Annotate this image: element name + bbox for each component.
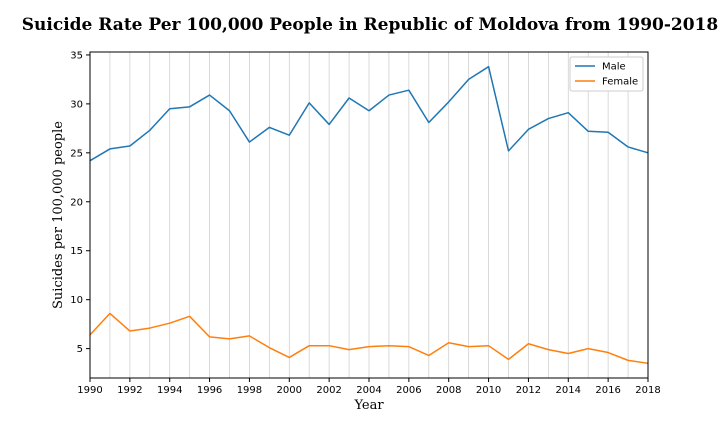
y-tick-label: 5	[77, 344, 83, 355]
x-tick-label: 2008	[436, 385, 461, 396]
y-tick-label: 35	[70, 50, 83, 61]
x-tick-label: 2012	[516, 385, 541, 396]
x-tick-label: 2004	[356, 385, 381, 396]
series-line-female	[89, 312, 649, 365]
series-line-male	[89, 65, 649, 162]
x-tick-label: 2002	[316, 385, 341, 396]
x-tick-label: 2010	[476, 385, 501, 396]
chart-title: Suicide Rate Per 100,000 People in Repub…	[21, 15, 719, 35]
x-axis-label: Year	[353, 398, 384, 413]
legend-label-female: Female	[602, 77, 638, 88]
x-tick-label: 2014	[556, 385, 581, 396]
x-tick-label: 1994	[157, 385, 182, 396]
legend: Male Female	[569, 56, 644, 92]
y-tick-label: 25	[70, 148, 83, 159]
y-tick-label: 30	[70, 99, 83, 110]
series-lines	[89, 65, 649, 365]
y-tick-label: 20	[70, 197, 83, 208]
x-tick-label: 1990	[77, 385, 102, 396]
grid-lines	[89, 52, 649, 378]
x-tick-label: 2018	[635, 385, 660, 396]
x-tick-label: 2016	[595, 385, 620, 396]
axis-ticks: 1990 1992 1994 1996 1998 2000 2002 2004 2006 2008…	[70, 50, 660, 396]
x-tick-label: 2006	[396, 385, 421, 396]
y-axis-label: Suicides per 100,000 people	[51, 121, 66, 309]
x-tick-label: 1992	[117, 385, 142, 396]
x-tick-label: 2000	[277, 385, 302, 396]
x-tick-label: 1998	[237, 385, 262, 396]
y-tick-label: 10	[70, 295, 83, 306]
y-tick-label: 15	[70, 246, 83, 257]
x-tick-label: 1996	[197, 385, 222, 396]
legend-label-male: Male	[602, 62, 626, 73]
